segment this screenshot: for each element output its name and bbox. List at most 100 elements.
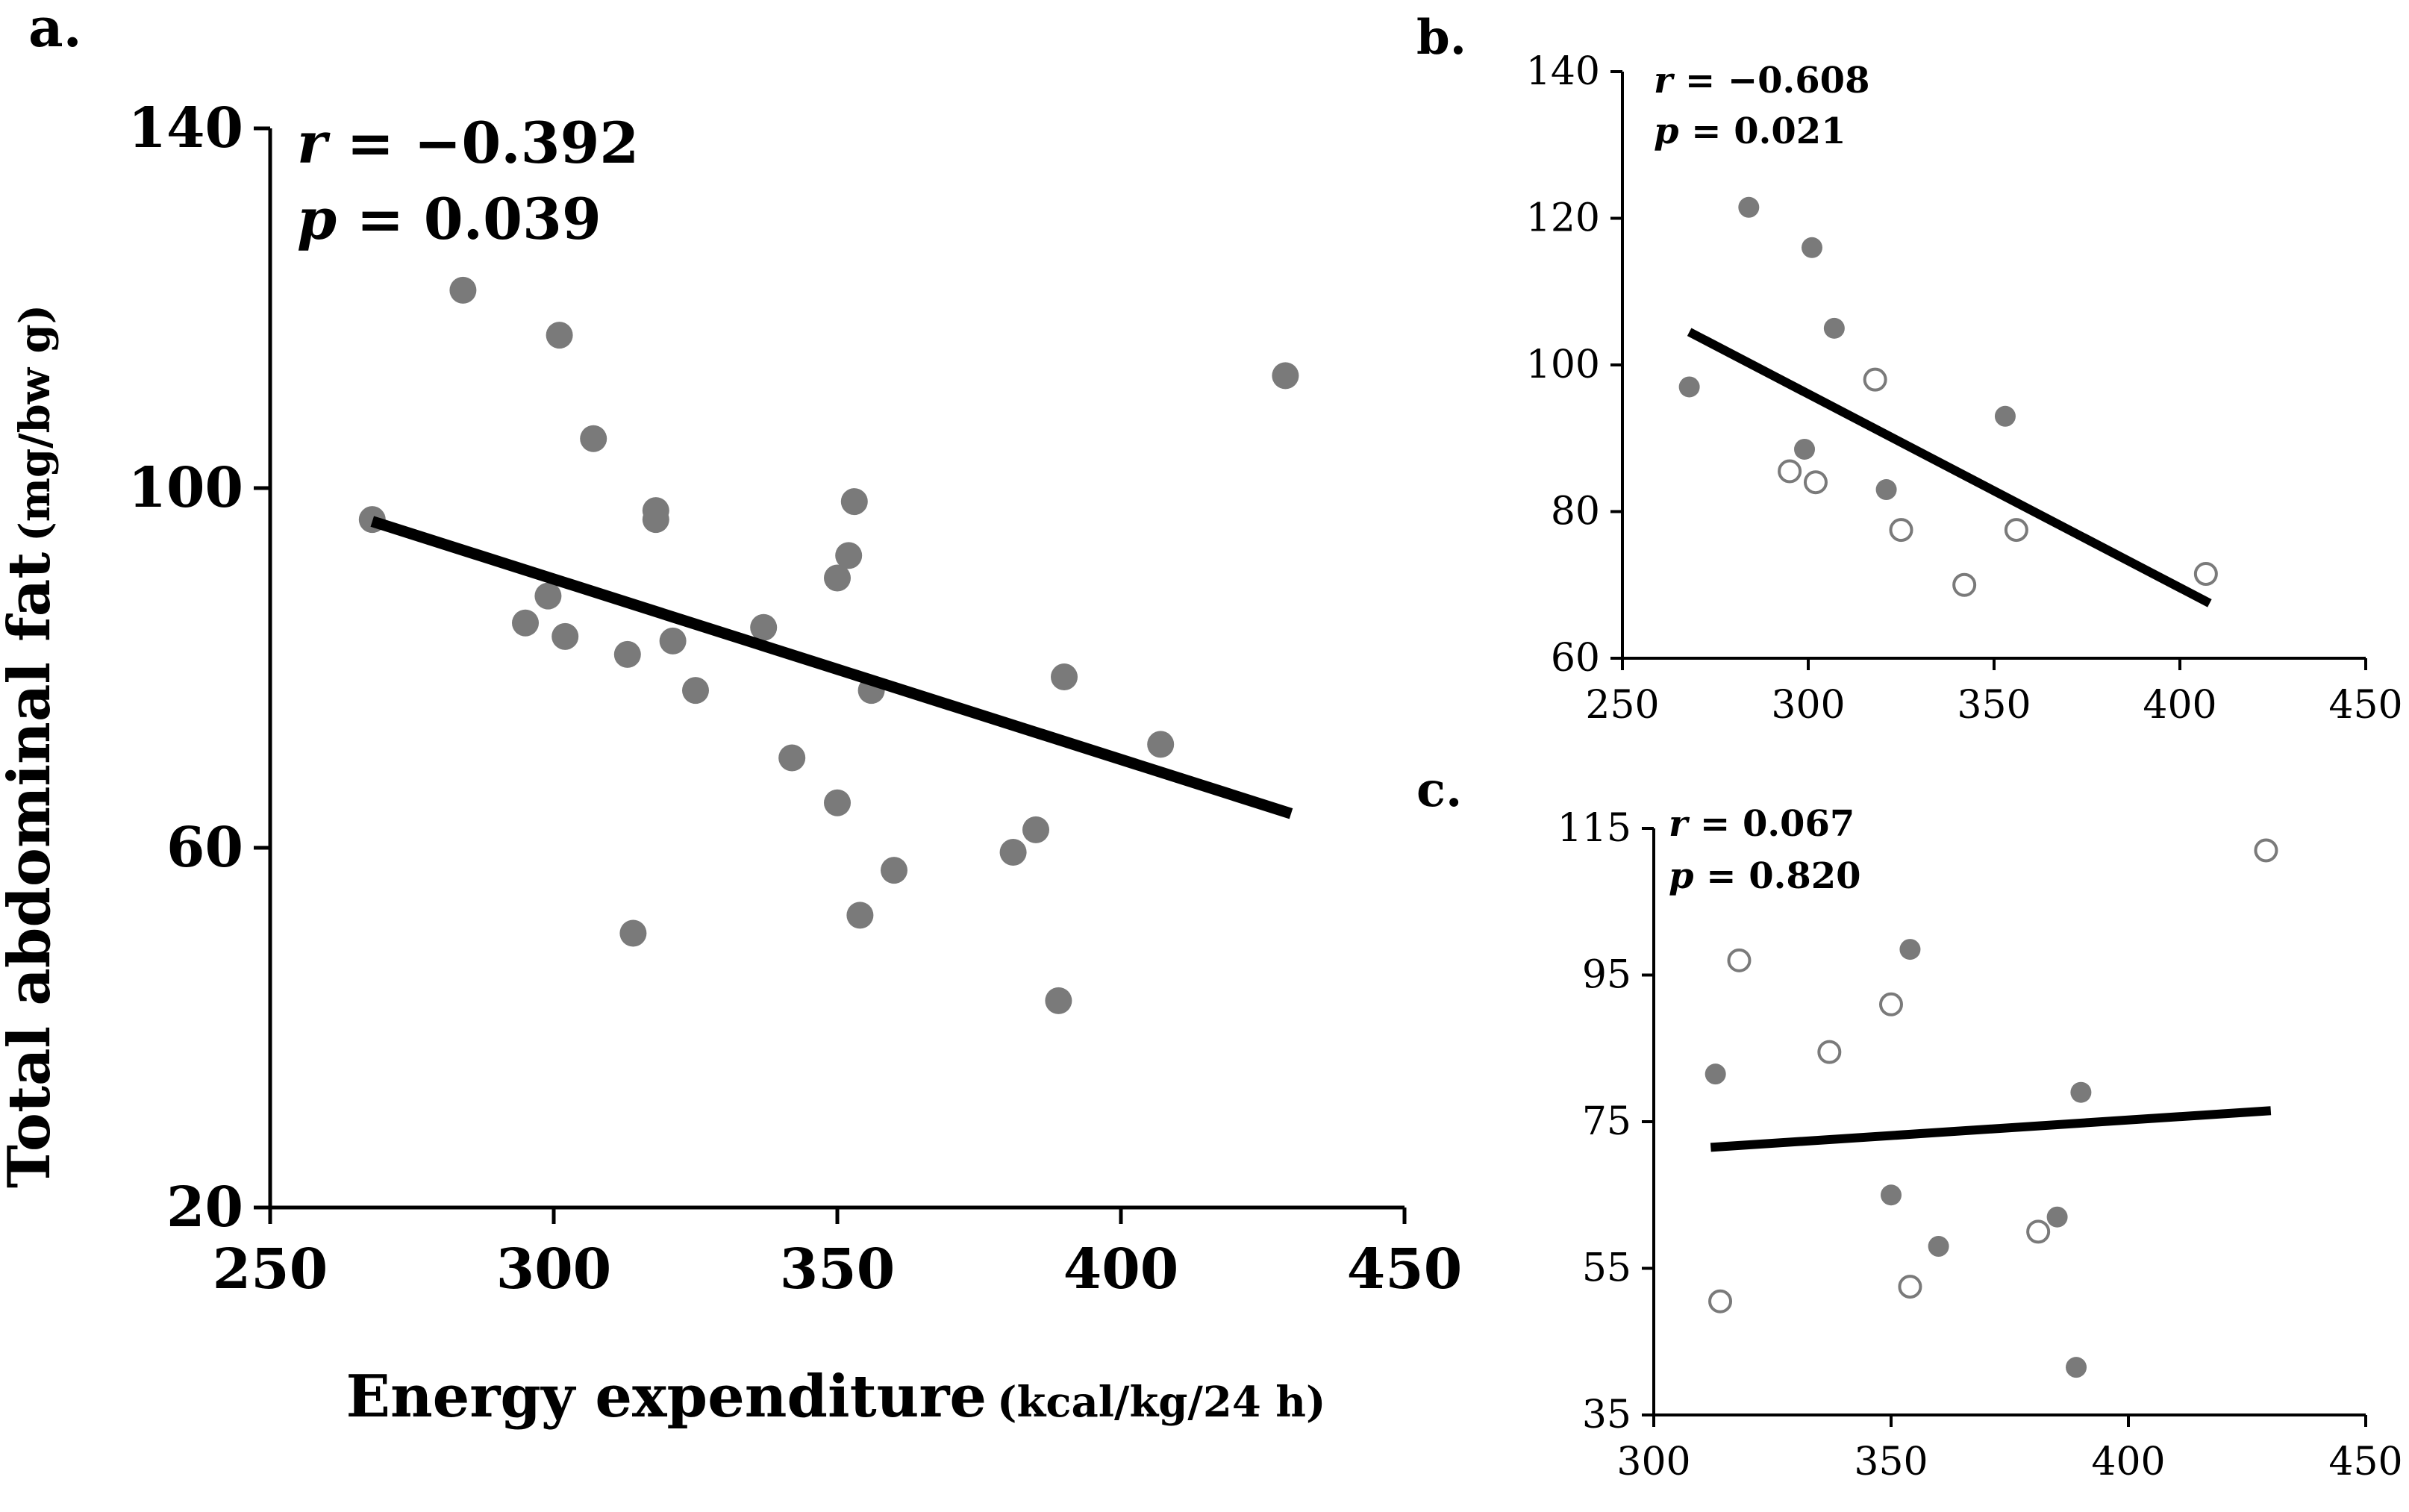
data-point-open xyxy=(1803,470,1828,495)
r-symbol-b: r xyxy=(1654,60,1675,101)
data-point-filled xyxy=(824,789,851,816)
data-point-filled xyxy=(1147,731,1175,758)
x-axis-title-unit: (kcal/kg/24 h) xyxy=(997,1378,1325,1427)
p-symbol-b: p xyxy=(1654,110,1679,152)
data-point-filled xyxy=(1051,663,1078,691)
y-tick-label: 60 xyxy=(166,816,243,880)
x-tick-label: 350 xyxy=(780,1237,895,1302)
data-point-filled xyxy=(682,677,709,705)
data-point-filled xyxy=(534,582,562,610)
x-tick-label: 450 xyxy=(2328,683,2402,728)
stats-p-a: p = 0.039 xyxy=(297,186,602,252)
r-value-b: = −0.608 xyxy=(1672,60,1869,101)
data-point-filled xyxy=(750,613,778,641)
p-symbol-a: p xyxy=(297,186,337,252)
y-axis-title-main: Total abdominal fat xyxy=(0,552,63,1188)
p-value-c: = 0.820 xyxy=(1694,855,1861,897)
y-tick-label: 95 xyxy=(1582,953,1631,998)
p-symbol-c: p xyxy=(1669,855,1694,897)
stats-r-b: r = −0.608 xyxy=(1654,60,1869,101)
data-point-open xyxy=(1778,459,1802,484)
data-point-filled xyxy=(1022,816,1049,843)
data-point-filled xyxy=(835,542,863,569)
x-tick-label: 300 xyxy=(496,1237,611,1302)
data-point-filled xyxy=(546,322,573,349)
data-point-filled xyxy=(613,640,641,668)
stats-p-b: p = 0.021 xyxy=(1654,110,1846,152)
stats-r-c: r = 0.067 xyxy=(1669,803,1855,845)
data-point-filled xyxy=(1875,479,1897,501)
data-point-filled xyxy=(1899,939,1921,960)
data-point-filled xyxy=(1801,237,1822,258)
data-point-open xyxy=(1708,1289,1733,1313)
x-tick-label: 450 xyxy=(2328,1440,2402,1484)
data-point-open xyxy=(1817,1040,1842,1064)
x-tick-label: 300 xyxy=(1771,683,1845,728)
data-point-filled xyxy=(846,902,874,929)
x-tick-label: 400 xyxy=(2143,683,2216,728)
chart-a: 250 300 350 400 450 20 60 100 140 xyxy=(128,96,1463,1302)
y-tick-label: 60 xyxy=(1551,636,1600,681)
data-point-filled xyxy=(840,488,868,516)
y-tick-label: 120 xyxy=(1526,196,1600,241)
x-tick-label: 450 xyxy=(1347,1237,1462,1302)
r-value-a: = −0.392 xyxy=(327,110,639,176)
y-tick-label: 115 xyxy=(1557,806,1631,851)
trend-line-a xyxy=(370,516,1293,819)
data-point-open xyxy=(2026,1219,2051,1244)
x-tick-label: 250 xyxy=(213,1237,328,1302)
p-value-b: = 0.021 xyxy=(1679,110,1846,152)
data-point-filled xyxy=(659,627,687,655)
data-point-open xyxy=(1863,367,1887,392)
r-symbol-c: r xyxy=(1669,803,1690,845)
data-point-filled xyxy=(1738,196,1760,218)
x-tick-label: 250 xyxy=(1585,683,1659,728)
data-point-filled xyxy=(2066,1357,2087,1378)
chart-c: 300 350 400 450 35 55 75 95 115 xyxy=(1557,806,2403,1484)
data-point-filled xyxy=(2046,1206,2068,1228)
data-point-filled xyxy=(1272,362,1299,390)
x-tick-label: 350 xyxy=(1854,1440,1928,1484)
x-tick-label: 400 xyxy=(1063,1237,1178,1302)
data-point-filled xyxy=(999,839,1027,866)
y-tick-label: 100 xyxy=(1526,343,1600,387)
data-point-filled xyxy=(449,276,477,304)
trend-line-b xyxy=(1687,328,2212,607)
y-tick-label: 80 xyxy=(1551,490,1600,534)
data-point-filled xyxy=(1881,1184,1902,1206)
data-point-open xyxy=(2193,562,2218,587)
data-point-filled xyxy=(1994,405,2016,427)
data-point-filled xyxy=(1794,438,1816,460)
x-tick-label: 350 xyxy=(1957,683,2031,728)
data-point-filled xyxy=(1928,1236,1949,1258)
data-point-filled xyxy=(824,564,851,592)
x-tick-label: 400 xyxy=(2091,1440,2165,1484)
data-point-filled xyxy=(881,857,907,884)
data-point-filled xyxy=(619,919,647,947)
y-axis-title-a: Total abdominal fat (mg/bw g) xyxy=(0,304,63,1188)
data-point-filled xyxy=(1705,1063,1726,1085)
stats-r-a: r = −0.392 xyxy=(297,110,639,176)
panel-label-a: a. xyxy=(28,0,82,59)
chart-b: 250 300 350 400 450 60 80 100 120 140 xyxy=(1526,49,2403,728)
data-point-filled xyxy=(778,744,806,772)
data-point-filled xyxy=(512,609,539,637)
data-point-filled xyxy=(642,506,669,534)
r-symbol-a: r xyxy=(297,110,331,176)
data-point-open xyxy=(1898,1275,1922,1299)
data-point-open xyxy=(1879,992,1903,1016)
panel-label-c: c. xyxy=(1416,762,1462,818)
data-point-open xyxy=(2004,518,2028,543)
data-point-filled xyxy=(1045,987,1072,1014)
x-axis-title-main: Energy expenditure xyxy=(346,1363,987,1431)
data-point-filled xyxy=(580,425,607,452)
data-point-open xyxy=(1727,948,1752,972)
y-axis-title-unit: (mg/bw g) xyxy=(10,304,60,542)
x-axis-title-a: Energy expenditure (kcal/kg/24 h) xyxy=(346,1363,1326,1431)
trend-line-c xyxy=(1710,1106,2272,1152)
y-tick-label: 140 xyxy=(1526,49,1600,94)
data-point-open xyxy=(1952,572,1977,597)
data-point-filled xyxy=(1678,376,1700,398)
y-tick-label: 140 xyxy=(128,96,243,160)
